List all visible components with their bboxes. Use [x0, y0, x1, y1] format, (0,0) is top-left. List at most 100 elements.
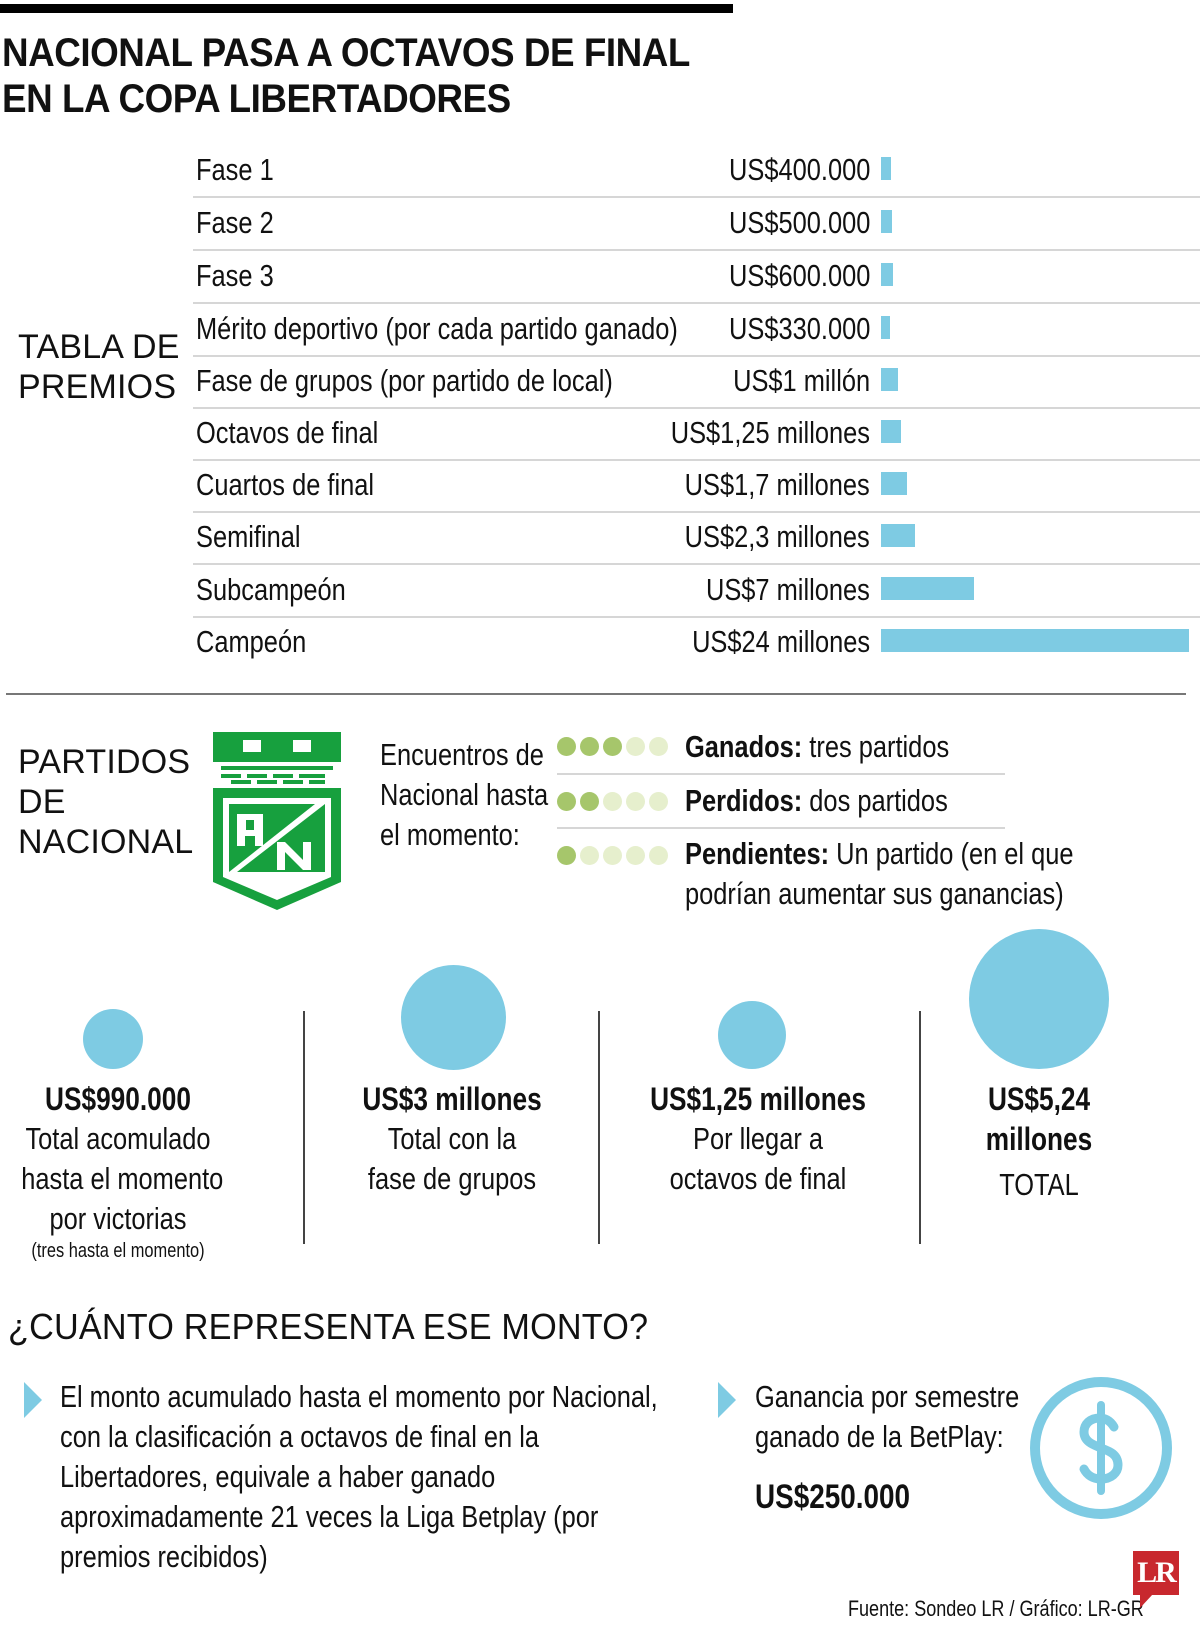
prize-bar — [881, 368, 898, 391]
matches-label-2: DE — [18, 783, 66, 821]
prize-bar — [881, 524, 915, 547]
match-row-pending-cont: podrían aumentar sus ganancias) — [685, 874, 1064, 914]
column-separator — [598, 1011, 600, 1244]
prize-row: Cuartos de final US$1,7 millones — [193, 460, 1200, 513]
stat-accumulated: US$990.000 Total acomulado hasta el mome… — [0, 1079, 236, 1263]
prize-bar — [881, 420, 901, 443]
atletico-nacional-crest-icon — [213, 732, 341, 910]
prize-row: Fase 2 US$500.000 — [193, 198, 1200, 251]
dot-filled — [557, 792, 576, 811]
dot-empty — [626, 792, 645, 811]
page-title: NACIONAL PASA A OCTAVOS DE FINAL EN LA C… — [2, 30, 690, 122]
dot-empty — [603, 792, 622, 811]
match-row-lost: Perdidos: dos partidos — [685, 781, 948, 821]
pending-dots — [557, 846, 668, 865]
prize-value: US$1,7 millones — [684, 467, 870, 502]
dot-filled — [603, 737, 622, 756]
right-line: ganado de la BetPlay: — [755, 1419, 1004, 1454]
prize-name: Fase 3 — [196, 258, 274, 293]
stat-amount: US$3 millones — [362, 1081, 542, 1117]
row-divider — [193, 563, 1200, 565]
row-divider — [193, 459, 1200, 461]
dot-filled — [557, 737, 576, 756]
match-row-won: Ganados: tres partidos — [685, 727, 949, 767]
prize-value: US$1,25 millones — [670, 415, 870, 450]
pending-label: Pendientes: — [685, 836, 830, 871]
bullet-triangle-icon — [24, 1382, 42, 1418]
dot-empty — [580, 846, 599, 865]
prize-name: Campeón — [196, 624, 307, 659]
prize-name: Mérito deportivo (por cada partido ganad… — [196, 311, 678, 346]
lost-dots — [557, 792, 668, 811]
lr-logo: LR — [1133, 1551, 1179, 1595]
prize-name: Fase 1 — [196, 152, 274, 187]
prize-row: Campeón US$24 millones — [193, 617, 1200, 667]
left-line: premios recibidos) — [60, 1539, 268, 1574]
comparison-title: ¿CUÁNTO REPRESENTA ESE MONTO? — [8, 1306, 649, 1347]
betplay-amount: US$250.000 — [755, 1478, 911, 1516]
matches-intro: Encuentros de Nacional hasta el momento: — [380, 735, 548, 855]
stat-amount: US$5,24 — [987, 1081, 1091, 1117]
row-divider — [557, 827, 1005, 829]
row-divider — [193, 355, 1200, 357]
stat-desc: Por llegar a — [693, 1121, 823, 1156]
row-divider — [557, 773, 1005, 775]
prize-value: US$2,3 millones — [684, 519, 870, 554]
source-credit: Fuente: Sondeo LR / Gráfico: LR-GR — [848, 1596, 1144, 1621]
bubble-125m — [718, 1001, 786, 1069]
prize-row: Fase de grupos (por partido de local) US… — [193, 356, 1200, 409]
dot-empty — [626, 737, 645, 756]
prize-bar — [881, 629, 1189, 652]
prize-value: US$500.000 — [728, 205, 870, 240]
stat-amount: millones — [985, 1121, 1093, 1157]
prizes-label-2: PREMIOS — [18, 368, 177, 406]
prizes-label-1: TABLA DE — [18, 328, 180, 366]
prize-row: Fase 3 US$600.000 — [193, 251, 1200, 304]
prize-row: Subcampeón US$7 millones — [193, 565, 1200, 618]
dot-empty — [649, 846, 668, 865]
won-dots — [557, 737, 668, 756]
stat-desc: octavos de final — [669, 1161, 847, 1196]
dot-empty — [649, 737, 668, 756]
prize-row: Mérito deportivo (por cada partido ganad… — [193, 304, 1200, 357]
match-row-pending: Pendientes: Un partido (en el que — [685, 834, 1074, 874]
prize-name: Semifinal — [196, 519, 301, 554]
stat-desc: Total con la — [387, 1121, 517, 1156]
comparison-left-text: El monto acumulado hasta el momento por … — [60, 1377, 658, 1577]
row-divider — [193, 249, 1200, 251]
prize-name: Cuartos de final — [196, 467, 375, 502]
stat-total: US$5,24 millones TOTAL — [930, 1079, 1148, 1205]
left-line: con la clasificación a octavos de final … — [60, 1419, 540, 1454]
stat-amount: US$990.000 — [45, 1081, 191, 1117]
title-line-2: EN LA COPA LIBERTADORES — [2, 77, 511, 121]
row-divider — [193, 511, 1200, 513]
row-divider — [193, 196, 1200, 198]
prize-row: Octavos de final US$1,25 millones — [193, 408, 1200, 461]
lost-label: Perdidos: — [685, 783, 803, 818]
intro-line-2: Nacional hasta — [380, 777, 549, 812]
dot-filled — [580, 792, 599, 811]
bullet-triangle-icon — [718, 1382, 736, 1418]
prize-value: US$24 millones — [691, 624, 870, 659]
prize-bar — [881, 157, 891, 180]
dot-filled — [557, 846, 576, 865]
dot-empty — [603, 846, 622, 865]
top-rule — [0, 4, 733, 13]
pending-value-cont: podrían aumentar sus ganancias) — [685, 876, 1064, 911]
right-line: Ganancia por semestre — [755, 1379, 1020, 1414]
lost-value: dos partidos — [802, 783, 948, 818]
left-line: Libertadores, equivale a haber ganado — [60, 1459, 496, 1494]
section-divider — [6, 693, 1186, 695]
bubble-3m — [401, 965, 506, 1070]
dot-empty — [626, 846, 645, 865]
prize-value: US$400.000 — [728, 152, 870, 187]
prize-value: US$330.000 — [728, 311, 870, 346]
stat-group-stage: US$3 millones Total con la fase de grupo… — [316, 1079, 588, 1199]
title-line-1: NACIONAL PASA A OCTAVOS DE FINAL — [2, 31, 690, 75]
prize-bar — [881, 577, 974, 600]
left-line: El monto acumulado hasta el momento por … — [60, 1379, 658, 1414]
intro-line-3: el momento: — [380, 817, 520, 852]
bubble-990k — [83, 1009, 143, 1069]
comparison-right-text: Ganancia por semestre ganado de la BetPl… — [755, 1377, 1019, 1457]
row-divider — [193, 616, 1200, 618]
